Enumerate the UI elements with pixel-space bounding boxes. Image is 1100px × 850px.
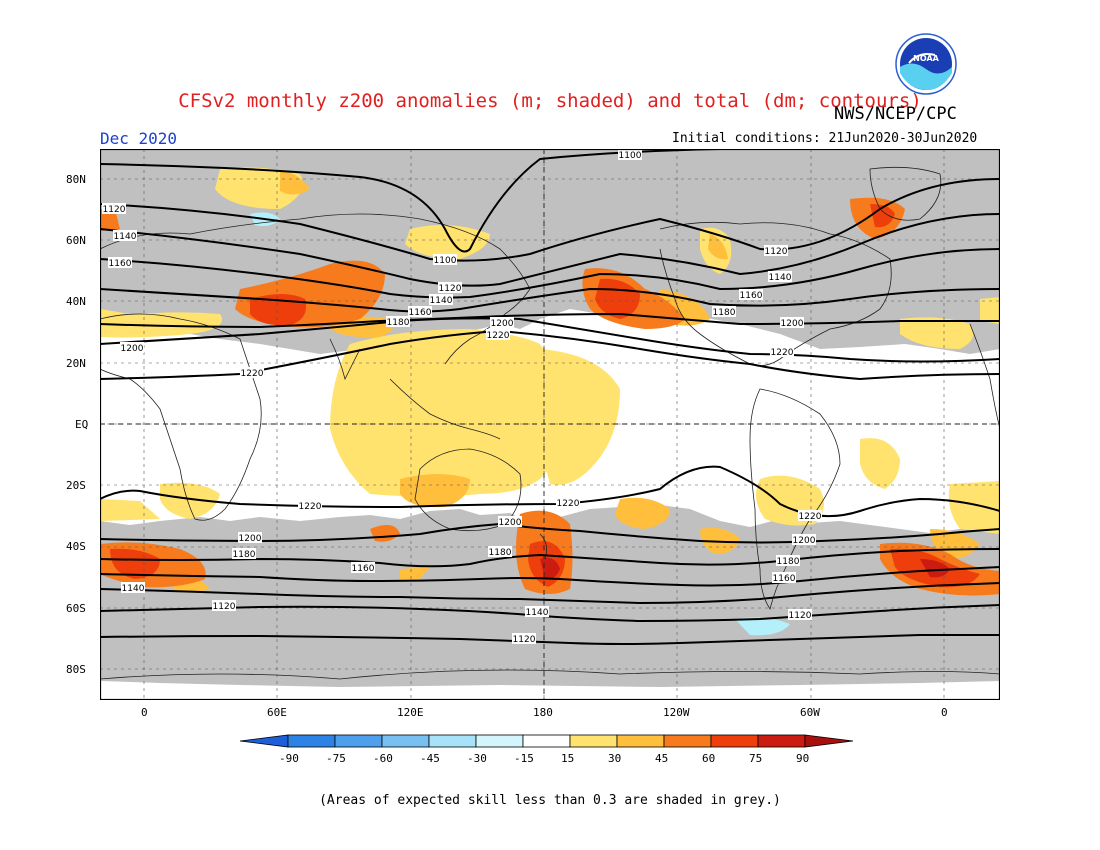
lon-label: 0 bbox=[941, 706, 948, 719]
colorbar-segment bbox=[287, 734, 336, 748]
contour-label: 1200 bbox=[121, 344, 144, 354]
noaa-logo: NOAA bbox=[895, 33, 957, 95]
colorbar-label: 90 bbox=[796, 752, 810, 765]
contour-label: 1160 bbox=[740, 291, 763, 301]
anomaly-map: 1100 1100 1120 1120 1120 1140 1140 1140 … bbox=[100, 149, 1000, 700]
contour-label: 1180 bbox=[777, 557, 800, 567]
contour-label: 1120 bbox=[213, 602, 236, 612]
colorbar-label: 75 bbox=[749, 752, 763, 765]
contour-label: 1120 bbox=[439, 284, 462, 294]
contour-label: 1220 bbox=[487, 331, 510, 341]
antarctic-strip bbox=[100, 681, 1000, 700]
colorbar-segment bbox=[428, 734, 477, 748]
lon-label: 0 bbox=[141, 706, 148, 719]
colorbar-segments bbox=[240, 734, 854, 748]
contour-label-group: 1100 1100 1120 1120 1120 1140 1140 1140 … bbox=[102, 149, 822, 645]
contour-label: 1160 bbox=[352, 564, 375, 574]
height-contours bbox=[100, 149, 1000, 645]
contour-label: 1200 bbox=[239, 534, 262, 544]
contour-label: 1160 bbox=[773, 574, 796, 584]
contour-label: 1180 bbox=[713, 308, 736, 318]
colorbar-label: -90 bbox=[279, 752, 299, 765]
colorbar-segment bbox=[757, 734, 806, 748]
footnote: (Areas of expected skill less than 0.3 a… bbox=[319, 793, 781, 808]
contour-label: 1220 bbox=[771, 348, 794, 358]
contour-label: 1120 bbox=[789, 611, 812, 621]
colorbar-segment bbox=[522, 734, 571, 748]
initial-conditions: Initial conditions: 21Jun2020-30Jun2020 bbox=[672, 131, 978, 146]
contour-label: 1120 bbox=[513, 635, 536, 645]
lon-label: 120W bbox=[663, 706, 690, 719]
colorbar-label: 15 bbox=[561, 752, 575, 765]
colorbar-segment bbox=[381, 734, 430, 748]
lon-label: 60W bbox=[800, 706, 820, 719]
lat-label: 20N bbox=[66, 357, 86, 370]
lat-label: 60N bbox=[66, 234, 86, 247]
contour-label: 1220 bbox=[299, 502, 322, 512]
contour-label: 1140 bbox=[122, 584, 145, 594]
colorbar-segment bbox=[710, 734, 759, 748]
colorbar-label: 30 bbox=[608, 752, 622, 765]
contour-label: 1140 bbox=[526, 608, 549, 618]
chart-title: CFSv2 monthly z200 anomalies (m; shaded)… bbox=[178, 90, 922, 112]
grey-low-skill-south bbox=[100, 505, 1000, 700]
colorbar-label: -30 bbox=[467, 752, 487, 765]
anomaly-75-90 bbox=[540, 557, 950, 580]
contour-label: 1220 bbox=[557, 499, 580, 509]
contour-label: 1200 bbox=[491, 319, 514, 329]
colorbar-label: -15 bbox=[514, 752, 534, 765]
contour-label: 1220 bbox=[799, 512, 822, 522]
lat-label: 80S bbox=[66, 663, 86, 676]
contour-label: 1200 bbox=[793, 536, 816, 546]
colorbar-segment bbox=[616, 734, 665, 748]
contour-label: 1100 bbox=[619, 151, 642, 161]
lat-label: 40S bbox=[66, 540, 86, 553]
contour-label: 1200 bbox=[499, 518, 522, 528]
contour-label: 1140 bbox=[114, 232, 137, 242]
colorbar-label: -60 bbox=[373, 752, 393, 765]
colorbar-segment bbox=[569, 734, 618, 748]
lon-label: 180 bbox=[533, 706, 553, 719]
anomaly-30-45 bbox=[170, 169, 980, 593]
map-frame bbox=[100, 149, 1000, 700]
contour-label: 1180 bbox=[489, 548, 512, 558]
contour-label: 1200 bbox=[781, 319, 804, 329]
lon-label: 120E bbox=[397, 706, 424, 719]
lat-label: 80N bbox=[66, 173, 86, 186]
colorbar-segment bbox=[475, 734, 524, 748]
forecast-month: Dec 2020 bbox=[100, 129, 178, 148]
contour-label: 1140 bbox=[769, 273, 792, 283]
contour-label: 1160 bbox=[109, 259, 132, 269]
contour-label: 1180 bbox=[387, 318, 410, 328]
lat-label: 40N bbox=[66, 295, 86, 308]
agency-label: NWS/NCEP/CPC bbox=[834, 104, 957, 124]
colorbar-arrow-low bbox=[240, 734, 289, 748]
contour-label: 1120 bbox=[103, 205, 126, 215]
contour-label: 1160 bbox=[409, 308, 432, 318]
colorbar bbox=[240, 734, 854, 748]
lon-label: 60E bbox=[267, 706, 287, 719]
lat-label: 60S bbox=[66, 602, 86, 615]
colorbar-arrow-high bbox=[804, 734, 854, 748]
lat-label: EQ bbox=[75, 418, 89, 431]
lat-label: 20S bbox=[66, 479, 86, 492]
contour-label: 1220 bbox=[241, 369, 264, 379]
colorbar-label: -75 bbox=[326, 752, 346, 765]
logo-text: NOAA bbox=[913, 54, 939, 63]
colorbar-label: 60 bbox=[702, 752, 716, 765]
contour-label: 1100 bbox=[434, 256, 457, 266]
contour-label: 1180 bbox=[233, 550, 256, 560]
contour-label: 1120 bbox=[765, 247, 788, 257]
colorbar-label: 45 bbox=[655, 752, 669, 765]
graticule bbox=[100, 149, 1000, 700]
colorbar-segment bbox=[663, 734, 712, 748]
contour-label: 1140 bbox=[430, 296, 453, 306]
colorbar-label: -45 bbox=[420, 752, 440, 765]
coastlines bbox=[100, 166, 1000, 680]
colorbar-segment bbox=[334, 734, 383, 748]
